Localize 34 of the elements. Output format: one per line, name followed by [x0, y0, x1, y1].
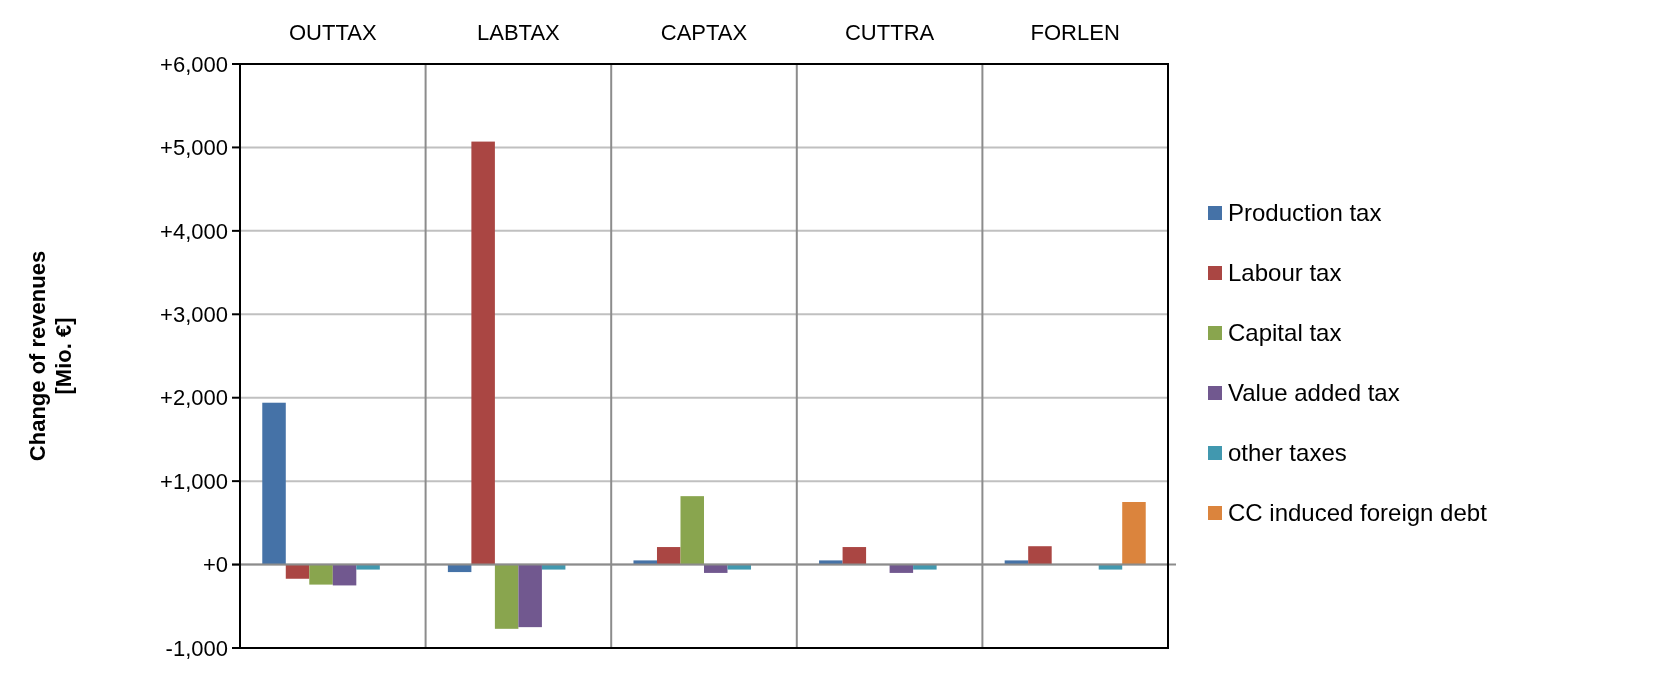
x-tick-label: LABTAX: [477, 20, 561, 45]
bar: [680, 496, 704, 565]
legend-label: Capital tax: [1228, 319, 1342, 347]
x-tick-label: CAPTAX: [660, 20, 748, 45]
y-tick-label: +5,000: [160, 135, 228, 161]
bar: [1028, 546, 1052, 565]
x-tick-label: CUTTRA: [844, 20, 935, 45]
legend-label: Value added tax: [1228, 379, 1400, 407]
y-tick-label: -1,000: [165, 635, 228, 661]
bar: [1004, 560, 1029, 565]
legend-label: Production tax: [1228, 199, 1382, 227]
y-tick-label: +0: [202, 552, 228, 578]
bar: [633, 560, 657, 565]
y-tick-label: +1,000: [160, 468, 228, 494]
x-tick-label: FORLEN: [1030, 20, 1120, 45]
bar: [656, 547, 681, 565]
y-axis-title: Change of revenues [Mio. €]: [24, 250, 77, 462]
bar: [285, 564, 310, 579]
legend-label: Labour tax: [1228, 259, 1342, 287]
bar: [471, 141, 495, 565]
bar: [819, 560, 843, 565]
bar: [309, 564, 333, 585]
y-tick-label: +2,000: [160, 385, 228, 411]
bar: [262, 402, 286, 565]
y-tick-label: +3,000: [160, 301, 228, 327]
legend-label: CC induced foreign debt: [1228, 499, 1488, 527]
bar: [494, 564, 519, 629]
x-tick-label: OUTTAX: [289, 20, 377, 45]
y-tick-label: +6,000: [160, 51, 228, 77]
legend-label: other taxes: [1228, 439, 1347, 467]
bar: [842, 547, 867, 565]
y-tick-label: +4,000: [160, 218, 228, 244]
bar: [1122, 502, 1146, 565]
bar: [518, 564, 542, 628]
